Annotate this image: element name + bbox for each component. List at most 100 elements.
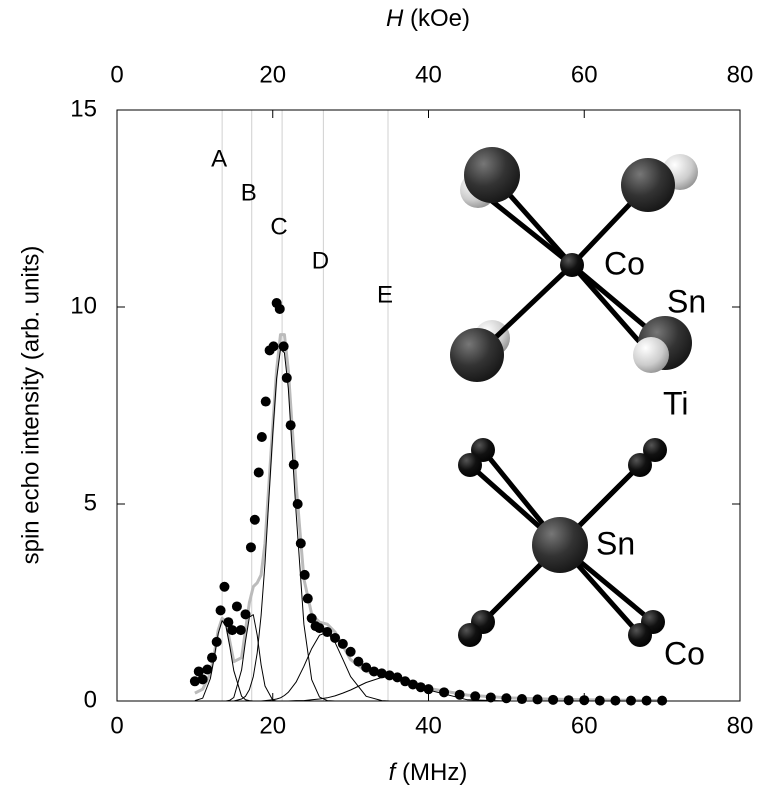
- data-point: [245, 542, 256, 553]
- y-tick-label: 15: [70, 95, 97, 122]
- y-tick-label: 10: [70, 292, 97, 319]
- x2-axis-symbol: H: [386, 5, 404, 32]
- data-point: [193, 666, 204, 677]
- peak-label: E: [377, 281, 393, 308]
- data-point: [302, 593, 313, 604]
- peak-label: A: [211, 145, 227, 172]
- peak-label: C: [270, 213, 287, 240]
- x-axis-label: f (MHz): [389, 759, 468, 786]
- data-point: [400, 676, 411, 687]
- data-point: [384, 670, 395, 681]
- data-point: [256, 432, 267, 443]
- atom-label: Co: [664, 635, 705, 671]
- data-point: [376, 668, 387, 679]
- data-point: [223, 617, 234, 628]
- x-tick-label: 80: [727, 712, 754, 739]
- x2-axis-label: H (kOe): [386, 5, 470, 32]
- x-tick-label: 0: [110, 712, 123, 739]
- data-point: [253, 467, 264, 478]
- x-tick-label: 60: [571, 712, 598, 739]
- total-fit: [194, 333, 663, 703]
- x-tick-label: 40: [415, 712, 442, 739]
- atom: [633, 337, 669, 373]
- atom: [643, 438, 667, 462]
- x2-tick-label: 80: [727, 61, 754, 88]
- data-point: [306, 613, 317, 624]
- data-point: [423, 684, 434, 695]
- atom: [464, 147, 520, 203]
- data-point: [563, 695, 574, 706]
- y-axis-label: spin echo intensity (arb. units): [17, 246, 44, 565]
- atom-label: Ti: [663, 385, 688, 421]
- data-point: [189, 676, 200, 687]
- data-point: [240, 609, 251, 620]
- x2-tick-label: 60: [571, 61, 598, 88]
- atom-label: Co: [604, 245, 645, 281]
- atom: [458, 453, 482, 477]
- data-point: [516, 694, 527, 705]
- atom: [532, 517, 588, 573]
- data-point: [268, 341, 279, 352]
- molecule-top: Co Sn Ti: [450, 147, 706, 421]
- atom-label: Sn: [596, 525, 635, 561]
- data-point: [407, 679, 418, 690]
- data-point: [345, 646, 356, 657]
- data-point: [299, 569, 310, 580]
- data-point: [579, 695, 590, 706]
- data-point: [207, 652, 218, 663]
- data-point: [470, 691, 481, 702]
- atom-label: Sn: [667, 283, 706, 319]
- bond: [569, 262, 654, 358]
- data-point: [501, 693, 512, 704]
- data-point: [454, 689, 465, 700]
- y-tick-label: 5: [84, 489, 97, 516]
- plot-frame: [116, 109, 741, 702]
- data-point: [330, 632, 341, 643]
- data-point: [337, 638, 348, 649]
- data-point: [368, 666, 379, 677]
- x-axis-unit: (MHz): [402, 759, 467, 786]
- data-point: [485, 692, 496, 703]
- atom: [628, 623, 652, 647]
- x2-tick-label: 20: [259, 61, 286, 88]
- data-point: [548, 694, 559, 705]
- data-point: [227, 625, 238, 636]
- atom: [621, 158, 675, 212]
- data-point: [361, 662, 372, 673]
- x-axis-symbol: f: [389, 759, 398, 786]
- atom: [560, 253, 584, 277]
- data-point: [278, 341, 289, 352]
- molecule-bottom: Sn Co: [458, 438, 705, 671]
- x2-tick-label: 0: [110, 61, 123, 88]
- data-point: [322, 627, 333, 638]
- atom: [458, 623, 482, 647]
- data-point: [215, 605, 226, 616]
- data-point: [202, 664, 213, 675]
- peak-label: D: [312, 247, 329, 274]
- data-point: [231, 601, 242, 612]
- data-point: [288, 459, 299, 470]
- data-point: [532, 694, 543, 705]
- data-point: [314, 623, 325, 634]
- data-point: [295, 538, 306, 549]
- data-point: [392, 672, 403, 683]
- data-point: [260, 396, 271, 407]
- data-point: [285, 420, 296, 431]
- data-point: [249, 514, 260, 525]
- data-point: [274, 303, 285, 314]
- x2-axis-unit: (kOe): [410, 5, 470, 32]
- data-point: [353, 656, 364, 667]
- data-point: [439, 687, 450, 698]
- data-point: [235, 625, 246, 636]
- atom: [628, 453, 652, 477]
- data-point: [219, 581, 230, 592]
- x2-tick-label: 40: [415, 61, 442, 88]
- data-point: [197, 674, 208, 685]
- data-point: [415, 682, 426, 693]
- x-tick-label: 20: [259, 712, 286, 739]
- peak-label: B: [241, 179, 257, 206]
- data-point: [211, 636, 222, 647]
- atom: [450, 328, 504, 382]
